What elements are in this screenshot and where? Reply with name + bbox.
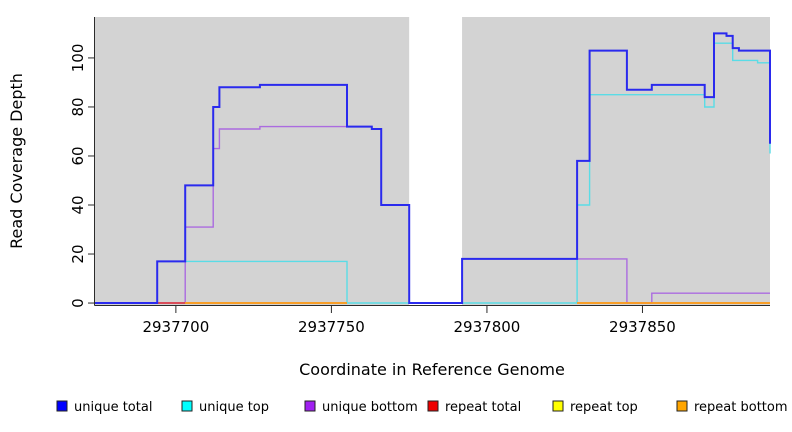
legend-label: unique bottom: [322, 400, 418, 415]
x-tick-label: 2937750: [298, 318, 365, 336]
legend-swatch-repeat-total: [427, 400, 439, 412]
plot-area: [95, 17, 770, 305]
legend-label: unique total: [74, 400, 152, 415]
legend-label: repeat total: [445, 400, 521, 415]
legend-item: unique top: [181, 400, 269, 415]
y-tick-label: 80: [69, 97, 87, 116]
legend-label: repeat top: [570, 400, 638, 415]
legend: unique total unique top unique bottom repea…: [56, 400, 788, 415]
x-tick-label: 2937700: [142, 318, 209, 336]
series-unique-total: [95, 32, 771, 304]
legend-swatch-repeat-top: [552, 400, 564, 412]
masked-no-data-region: [409, 17, 463, 305]
legend-swatch-repeat-bottom: [676, 400, 688, 412]
y-axis-title: Read Coverage Depth: [7, 73, 26, 249]
legend-swatch-unique-top: [181, 400, 193, 412]
y-tick-label: 40: [69, 195, 87, 214]
legend-item: repeat top: [552, 400, 638, 415]
y-tick-label: 0: [69, 298, 87, 308]
legend-label: unique top: [199, 400, 269, 415]
series-lines: [95, 32, 771, 304]
legend-item: unique total: [56, 400, 152, 415]
y-tick-label: 20: [69, 244, 87, 263]
legend-swatch-unique-total: [56, 400, 68, 412]
legend-label: repeat bottom: [694, 400, 788, 415]
legend-item: unique bottom: [304, 400, 418, 415]
x-tick-label: 2937800: [454, 318, 521, 336]
x-axis-title: Coordinate in Reference Genome: [299, 360, 565, 379]
y-tick-label: 60: [69, 146, 87, 165]
legend-item: repeat bottom: [676, 400, 788, 415]
x-tick-label: 2937850: [609, 318, 676, 336]
axes: 0 20 40 60 80 100 2937700 2937750 2937800 2937850: [69, 17, 770, 336]
legend-item: repeat total: [427, 400, 521, 415]
legend-swatch-unique-bottom: [304, 400, 316, 412]
y-tick-label: 100: [69, 44, 87, 73]
